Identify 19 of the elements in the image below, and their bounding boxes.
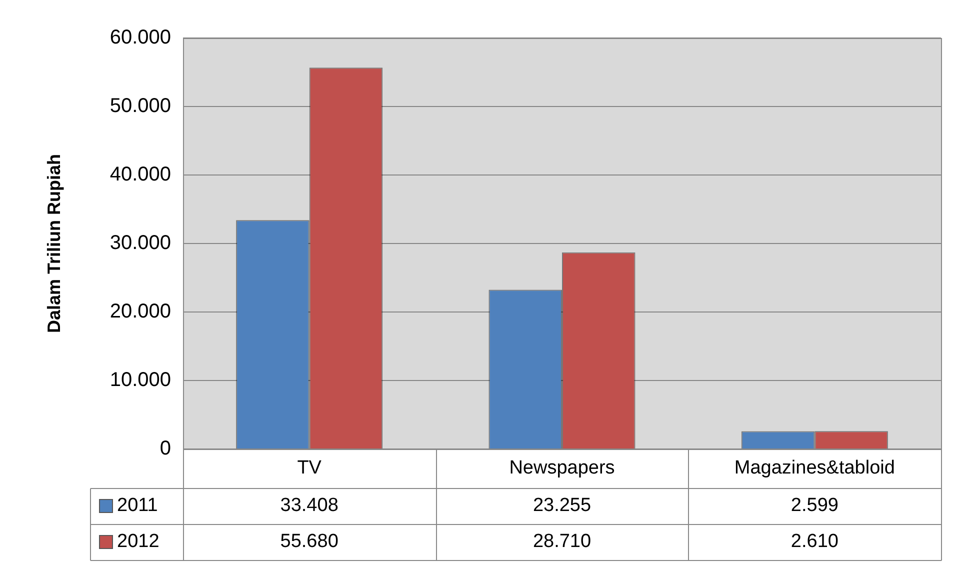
y-tick-label: 0: [160, 438, 171, 460]
y-tick-label: 50.000: [110, 95, 171, 118]
legend-label: 2011: [117, 495, 158, 516]
y-tick-label: 40.000: [110, 164, 171, 186]
x-tick-label: Newspapers: [509, 458, 615, 479]
x-tick-label: TV: [297, 458, 322, 479]
data-label: 23.255: [532, 495, 592, 516]
data-label: 33.408: [280, 495, 338, 516]
data-label: 28.710: [532, 531, 592, 552]
y-tick-label: 30.000: [110, 232, 171, 254]
y-tick-label: 60.000: [110, 26, 171, 49]
y-axis-title: Dalam Triliun Rupiah: [44, 154, 64, 334]
data-label: 55.680: [280, 531, 338, 552]
data-label: 2.599: [790, 495, 838, 516]
legend-label: 2012: [117, 531, 160, 552]
y-tick-label: 20.000: [110, 300, 171, 323]
x-tick-label: Magazines&tabloid: [734, 458, 895, 479]
y-tick-label: 10.000: [110, 369, 171, 392]
data-label: 2.610: [790, 531, 838, 552]
